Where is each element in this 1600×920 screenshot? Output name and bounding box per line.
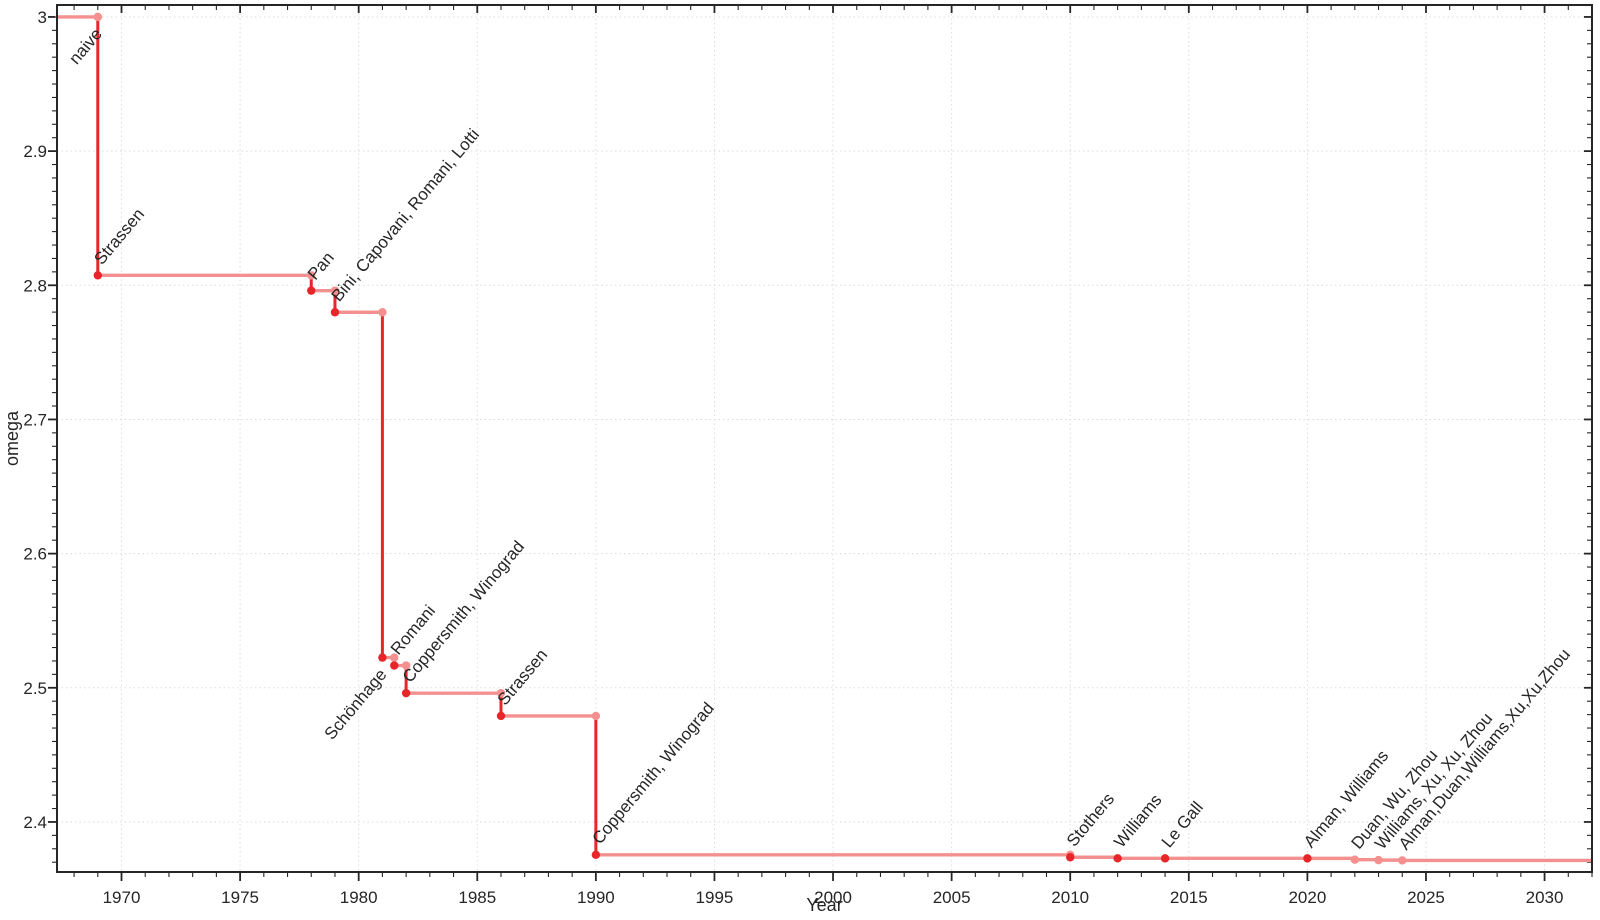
corner-point <box>378 308 387 317</box>
x-tick-label: 1985 <box>458 888 496 907</box>
event-label: Schönhage <box>321 665 391 743</box>
data-point <box>378 653 387 662</box>
data-point <box>1398 856 1407 865</box>
y-tick-label: 2.7 <box>23 410 47 429</box>
event-label: Stothers <box>1063 790 1118 851</box>
event-label-group: Strassen <box>494 645 552 709</box>
event-label-group: Williams <box>1110 791 1165 852</box>
corner-point <box>496 688 506 698</box>
event-label: Le Gall <box>1158 798 1207 851</box>
corner-point <box>591 711 601 721</box>
event-label: naive <box>65 25 106 68</box>
data-point <box>307 286 316 295</box>
y-tick-label: 2.5 <box>23 679 47 698</box>
x-tick-label: 1995 <box>696 888 734 907</box>
data-point <box>1303 854 1312 863</box>
y-axis-title: omega <box>2 410 22 466</box>
data-point <box>1066 853 1075 862</box>
event-label-group: Coppersmith, Winograd <box>589 699 718 848</box>
corner-point <box>390 653 399 662</box>
event-label: Bini, Capovani, Romani, Lotti <box>328 125 483 305</box>
y-tick-label: 2.6 <box>23 545 47 564</box>
tick-label-layer: 1970 1975 1980 1985 1990 1995 2000 2005 2010 2015… <box>23 8 1563 907</box>
x-tick-label: 2030 <box>1526 888 1564 907</box>
event-label: Coppersmith, Winograd <box>589 699 718 848</box>
data-point <box>93 12 102 22</box>
plot-border <box>56 4 1593 873</box>
event-label: Williams <box>1110 791 1165 852</box>
data-point <box>1350 855 1360 864</box>
event-label-group: naive <box>65 25 106 68</box>
x-tick-label: 1975 <box>221 888 259 907</box>
corner-point <box>401 661 411 670</box>
data-point <box>390 661 399 670</box>
x-tick-label: 2020 <box>1288 888 1326 907</box>
data-point <box>330 308 340 317</box>
grid-layer <box>57 5 1592 872</box>
x-tick-label: 2025 <box>1407 888 1445 907</box>
series-layer <box>55 12 1592 865</box>
event-label-group: Le Gall <box>1158 798 1207 851</box>
data-point <box>591 850 601 860</box>
data-point <box>496 711 506 721</box>
event-label-group: Williams, Xu, Xu, Zhou <box>1371 709 1496 853</box>
event-label-group: Bini, Capovani, Romani, Lotti <box>328 125 483 305</box>
x-tick-label: 2015 <box>1170 888 1208 907</box>
event-label: Strassen <box>494 645 552 709</box>
tick-layer <box>48 5 1593 881</box>
y-tick-label: 2.8 <box>23 276 47 295</box>
corner-point <box>307 271 316 280</box>
event-label-group: Schönhage <box>321 665 391 743</box>
x-tick-label: 2000 <box>814 888 852 907</box>
event-label: Williams, Xu, Xu, Zhou <box>1371 709 1496 853</box>
y-tick-label: 2.4 <box>23 813 47 832</box>
data-point <box>401 688 411 698</box>
event-label-group: Stothers <box>1063 790 1118 851</box>
corner-point <box>330 286 340 295</box>
data-point <box>1113 854 1122 863</box>
data-point <box>93 271 102 280</box>
data-point <box>1160 854 1170 863</box>
y-tick-label: 2.9 <box>23 142 47 161</box>
data-point <box>1374 855 1383 865</box>
x-tick-label: 2005 <box>933 888 971 907</box>
x-tick-label: 2010 <box>1051 888 1089 907</box>
y-tick-label: 3 <box>38 8 47 27</box>
x-tick-label: 1980 <box>340 888 378 907</box>
x-axis-title: Year <box>806 895 842 915</box>
x-tick-label: 1990 <box>577 888 615 907</box>
x-tick-label: 1970 <box>103 888 141 907</box>
